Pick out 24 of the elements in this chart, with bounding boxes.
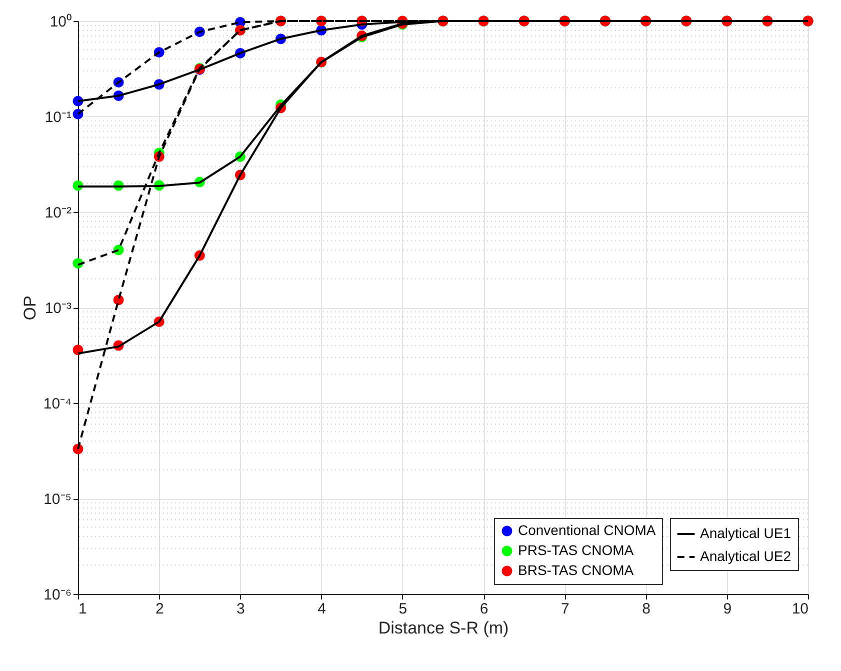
x-tick-label: 9: [723, 600, 732, 618]
x-tick-label: 8: [642, 600, 650, 618]
x-tick-label: 2: [155, 600, 164, 618]
x-tick-label: 6: [480, 600, 488, 618]
x-tick-label: 3: [236, 600, 245, 618]
x-tick-label: 7: [560, 600, 570, 618]
y-axis-title: OP: [20, 296, 40, 320]
y-tick-label: 10⁻⁴: [43, 396, 72, 412]
x-tick-label: 4: [318, 600, 326, 618]
y-tick-label: 10⁻¹: [44, 109, 72, 126]
x-tick-label: 1: [78, 600, 87, 618]
y-tick-label: 10⁻²: [44, 204, 72, 222]
y-tick-label: 10⁻⁶: [44, 586, 72, 604]
x-tick-label: 10: [792, 600, 808, 618]
legend-label: Conventional CNOMA: [518, 522, 656, 538]
legend-label: Analytical UE2: [700, 548, 792, 564]
legend-label: BRS-TAS CNOMA: [518, 562, 634, 578]
x-tick-label: 5: [398, 600, 408, 618]
legend-label: Analytical UE1: [700, 525, 792, 541]
x-axis-title: Distance S-R (m): [378, 618, 509, 638]
legend-label: PRS-TAS CNOMA: [518, 542, 634, 558]
y-tick-label: 10⁰: [50, 14, 72, 30]
y-tick-label: 10⁻⁵: [44, 491, 72, 508]
y-tick-label: 10⁻³: [44, 300, 72, 317]
